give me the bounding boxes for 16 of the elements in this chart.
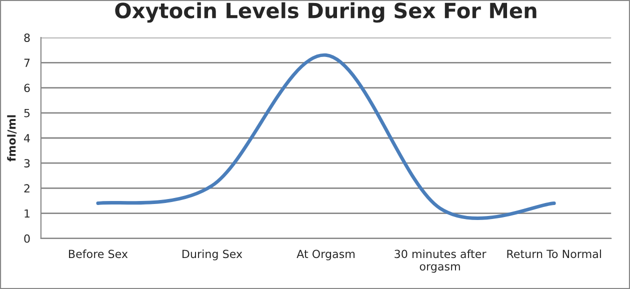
y-tick-label: 5: [24, 109, 30, 118]
y-tick-label: 2: [24, 184, 30, 192]
chart-title: Oxytocin Levels During Sex For Men: [115, 2, 536, 23]
y-tick-label: 1: [24, 209, 30, 218]
x-tick-label: Return To Normal: [507, 250, 601, 258]
y-tick-label: 4: [24, 134, 30, 142]
y-tick-label: 0: [24, 234, 30, 243]
y-tick-label: 3: [24, 159, 30, 168]
x-tick-label: During Sex: [182, 250, 242, 260]
y-axis-title: fmol/ml: [7, 115, 17, 162]
y-tick-label: 6: [24, 84, 30, 92]
x-tick-label: Before Sex: [68, 250, 128, 258]
y-tick-label: 7: [24, 58, 30, 67]
x-tick-label: At Orgasm: [296, 250, 355, 260]
y-tick-label: 8: [24, 34, 30, 42]
x-tick-label: 30 minutes after orgasm: [394, 250, 486, 273]
